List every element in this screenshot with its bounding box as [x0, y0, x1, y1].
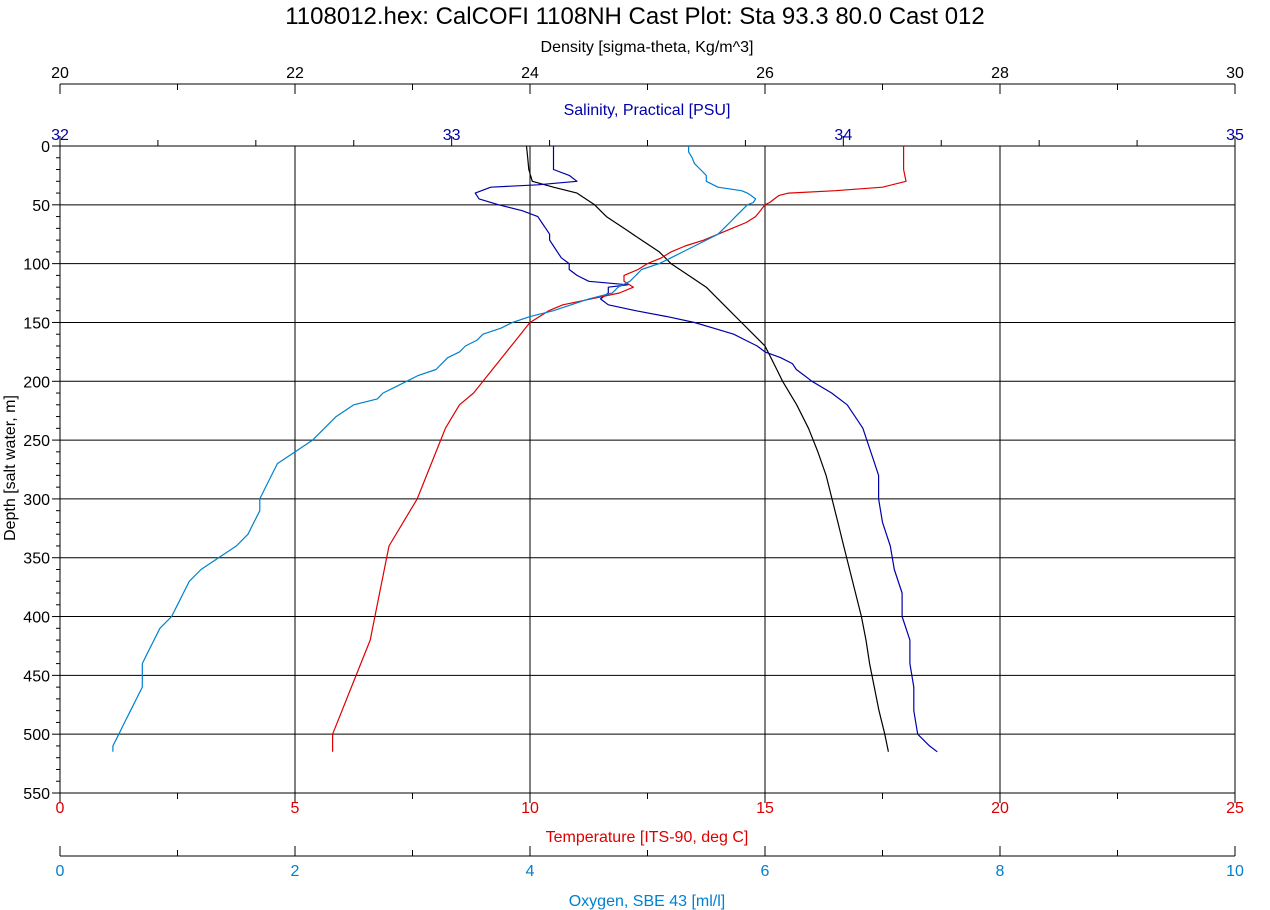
density-tick-label: 22: [286, 65, 304, 82]
salinity-profile-line: [474, 146, 938, 753]
temperature-tick-label: 15: [756, 800, 774, 817]
density-axis-label: Density [sigma-theta, Kg/m^3]: [541, 39, 754, 56]
salinity-tick-label: 32: [51, 127, 69, 144]
oxygen-tick-label: 8: [996, 863, 1005, 880]
density-tick-label: 30: [1226, 65, 1244, 82]
plot-frame: [59, 145, 1236, 794]
depth-tick-label: 400: [23, 610, 50, 627]
grid-lines: [59, 145, 1236, 794]
density-tick-label: 26: [756, 65, 774, 82]
depth-axis-label: Depth [salt water, m]: [2, 395, 19, 541]
depth-tick-label: 250: [23, 433, 50, 450]
depth-tick-label: 550: [23, 786, 50, 803]
density-tick-label: 20: [51, 65, 69, 82]
data-series: [112, 145, 938, 753]
depth-tick-label: 450: [23, 668, 50, 685]
depth-tick-label: 150: [23, 315, 50, 332]
density-tick-label: 28: [991, 65, 1009, 82]
salinity-tick-label: 35: [1226, 127, 1244, 144]
depth-tick-label: 350: [23, 551, 50, 568]
oxygen-tick-label: 6: [761, 863, 770, 880]
depth-tick-label: 200: [23, 374, 50, 391]
temperature-tick-label: 5: [291, 800, 300, 817]
temperature-profile-line: [332, 146, 907, 752]
density-profile-line: [525, 145, 889, 752]
salinity-axis-label: Salinity, Practical [PSU]: [564, 102, 731, 119]
depth-tick-label: 500: [23, 727, 50, 744]
density-tick-label: 24: [521, 65, 539, 82]
oxygen-profile-line: [112, 146, 757, 752]
salinity-tick-label: 33: [443, 127, 461, 144]
temperature-tick-label: 0: [56, 800, 65, 817]
depth-tick-label: 300: [23, 492, 50, 509]
depth-tick-label: 0: [41, 139, 50, 156]
temperature-tick-label: 10: [521, 800, 539, 817]
temperature-axis-label: Temperature [ITS-90, deg C]: [546, 829, 749, 846]
temperature-tick-label: 20: [991, 800, 1009, 817]
depth-tick-label: 100: [23, 257, 50, 274]
temperature-tick-label: 25: [1226, 800, 1244, 817]
salinity-tick-label: 34: [834, 127, 852, 144]
oxygen-tick-label: 0: [56, 863, 65, 880]
oxygen-tick-label: 2: [291, 863, 300, 880]
oxygen-axis-label: Oxygen, SBE 43 [ml/l]: [569, 893, 726, 910]
depth-tick-label: 50: [32, 198, 50, 215]
oxygen-tick-label: 4: [526, 863, 535, 880]
oxygen-tick-label: 10: [1226, 863, 1244, 880]
chart-title: 1108012.hex: CalCOFI 1108NH Cast Plot: S…: [285, 3, 985, 30]
